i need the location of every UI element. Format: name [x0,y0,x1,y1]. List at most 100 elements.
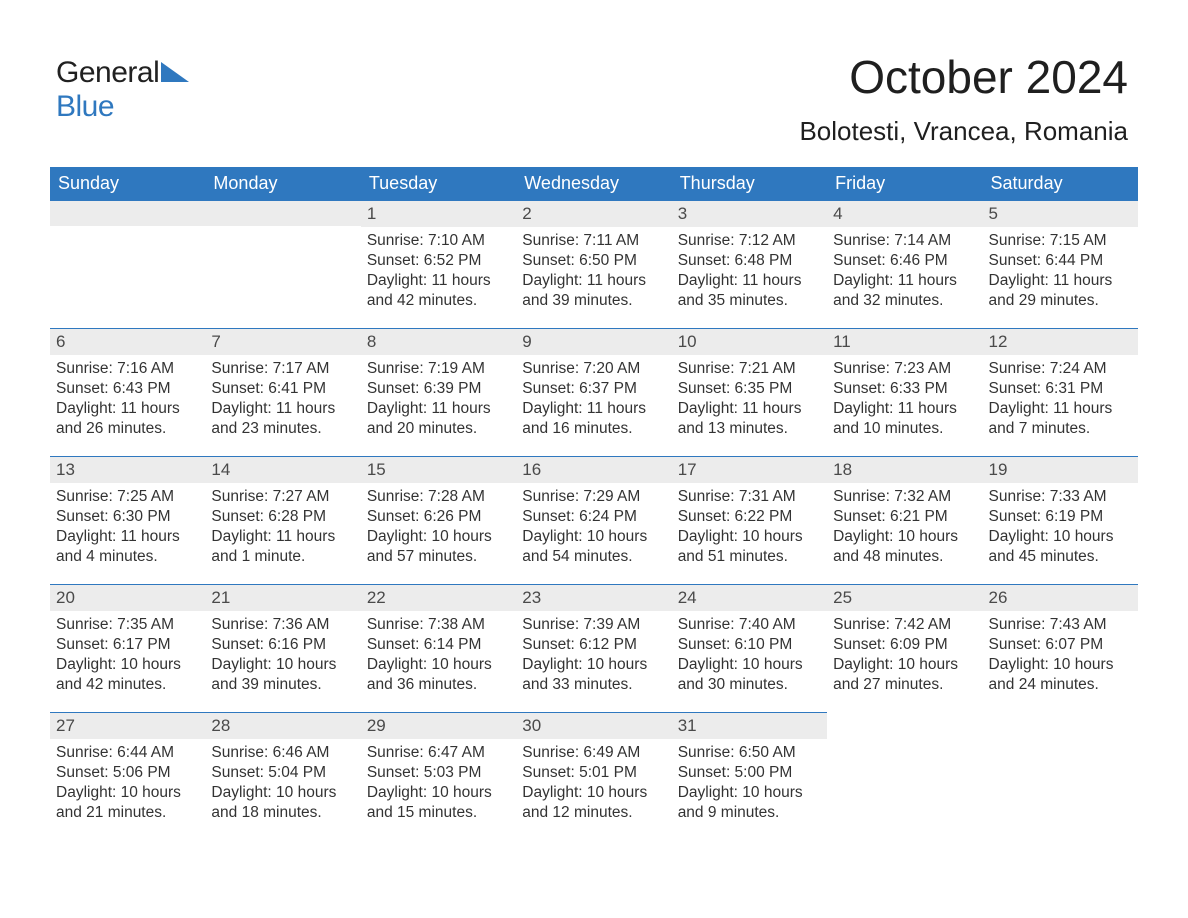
weekday-header: Monday [205,167,360,200]
daylight-text-line2: and 1 minute. [211,547,354,567]
daylight-text-line1: Daylight: 10 hours [989,655,1132,675]
day-details: Sunrise: 7:23 AMSunset: 6:33 PMDaylight:… [827,355,982,444]
sunset-text: Sunset: 6:26 PM [367,507,510,527]
daylight-text-line2: and 18 minutes. [211,803,354,823]
day-number: 2 [516,200,671,227]
sunrise-text: Sunrise: 7:25 AM [56,487,199,507]
day-details: Sunrise: 7:11 AMSunset: 6:50 PMDaylight:… [516,227,671,316]
calendar-cell: 9Sunrise: 7:20 AMSunset: 6:37 PMDaylight… [516,328,671,456]
daylight-text-line2: and 33 minutes. [522,675,665,695]
day-number: 7 [205,328,360,355]
header: General Blue October 2024 Bolotesti, Vra… [0,0,1188,157]
day-details: Sunrise: 7:21 AMSunset: 6:35 PMDaylight:… [672,355,827,444]
daylight-text-line2: and 26 minutes. [56,419,199,439]
day-number: 25 [827,584,982,611]
calendar-cell: 1Sunrise: 7:10 AMSunset: 6:52 PMDaylight… [361,200,516,328]
logo-triangle-icon [161,62,189,87]
calendar-cell: 3Sunrise: 7:12 AMSunset: 6:48 PMDaylight… [672,200,827,328]
calendar-table: Sunday Monday Tuesday Wednesday Thursday… [50,167,1138,840]
calendar-cell: 6Sunrise: 7:16 AMSunset: 6:43 PMDaylight… [50,328,205,456]
day-number: 18 [827,456,982,483]
calendar-cell: 22Sunrise: 7:38 AMSunset: 6:14 PMDayligh… [361,584,516,712]
day-number: 11 [827,328,982,355]
calendar-week-row: 6Sunrise: 7:16 AMSunset: 6:43 PMDaylight… [50,328,1138,456]
sunrise-text: Sunrise: 6:47 AM [367,743,510,763]
calendar-cell: 15Sunrise: 7:28 AMSunset: 6:26 PMDayligh… [361,456,516,584]
weekday-header: Wednesday [516,167,671,200]
month-title: October 2024 [50,50,1128,104]
day-details: Sunrise: 7:38 AMSunset: 6:14 PMDaylight:… [361,611,516,700]
day-number: 1 [361,200,516,227]
calendar-cell: 14Sunrise: 7:27 AMSunset: 6:28 PMDayligh… [205,456,360,584]
day-number-empty [983,712,1138,738]
daylight-text-line2: and 48 minutes. [833,547,976,567]
day-details: Sunrise: 7:15 AMSunset: 6:44 PMDaylight:… [983,227,1138,316]
calendar-week-row: 1Sunrise: 7:10 AMSunset: 6:52 PMDaylight… [50,200,1138,328]
daylight-text-line2: and 39 minutes. [522,291,665,311]
sunrise-text: Sunrise: 7:31 AM [678,487,821,507]
sunrise-text: Sunrise: 7:15 AM [989,231,1132,251]
day-details: Sunrise: 7:36 AMSunset: 6:16 PMDaylight:… [205,611,360,700]
daylight-text-line1: Daylight: 11 hours [678,399,821,419]
calendar-cell: 27Sunrise: 6:44 AMSunset: 5:06 PMDayligh… [50,712,205,840]
sunrise-text: Sunrise: 7:21 AM [678,359,821,379]
sunset-text: Sunset: 6:30 PM [56,507,199,527]
daylight-text-line1: Daylight: 10 hours [367,655,510,675]
day-details: Sunrise: 6:47 AMSunset: 5:03 PMDaylight:… [361,739,516,828]
sunset-text: Sunset: 6:46 PM [833,251,976,271]
weekday-header: Thursday [672,167,827,200]
sunset-text: Sunset: 6:39 PM [367,379,510,399]
daylight-text-line1: Daylight: 10 hours [522,655,665,675]
sunset-text: Sunset: 6:17 PM [56,635,199,655]
day-details: Sunrise: 7:19 AMSunset: 6:39 PMDaylight:… [361,355,516,444]
daylight-text-line2: and 54 minutes. [522,547,665,567]
sunset-text: Sunset: 5:03 PM [367,763,510,783]
day-details: Sunrise: 7:31 AMSunset: 6:22 PMDaylight:… [672,483,827,572]
sunrise-text: Sunrise: 7:24 AM [989,359,1132,379]
sunrise-text: Sunrise: 7:38 AM [367,615,510,635]
calendar-cell: 23Sunrise: 7:39 AMSunset: 6:12 PMDayligh… [516,584,671,712]
sunset-text: Sunset: 6:10 PM [678,635,821,655]
day-number: 16 [516,456,671,483]
sunset-text: Sunset: 6:31 PM [989,379,1132,399]
day-details: Sunrise: 7:43 AMSunset: 6:07 PMDaylight:… [983,611,1138,700]
day-details: Sunrise: 7:24 AMSunset: 6:31 PMDaylight:… [983,355,1138,444]
sunrise-text: Sunrise: 7:16 AM [56,359,199,379]
sunset-text: Sunset: 5:00 PM [678,763,821,783]
day-number: 14 [205,456,360,483]
day-details: Sunrise: 7:17 AMSunset: 6:41 PMDaylight:… [205,355,360,444]
sunset-text: Sunset: 6:24 PM [522,507,665,527]
sunset-text: Sunset: 5:01 PM [522,763,665,783]
location: Bolotesti, Vrancea, Romania [50,116,1128,147]
calendar-cell: 25Sunrise: 7:42 AMSunset: 6:09 PMDayligh… [827,584,982,712]
calendar-cell: 16Sunrise: 7:29 AMSunset: 6:24 PMDayligh… [516,456,671,584]
daylight-text-line2: and 42 minutes. [367,291,510,311]
sunset-text: Sunset: 6:33 PM [833,379,976,399]
sunrise-text: Sunrise: 6:44 AM [56,743,199,763]
daylight-text-line1: Daylight: 11 hours [56,527,199,547]
daylight-text-line2: and 51 minutes. [678,547,821,567]
day-number-empty [50,200,205,226]
sunrise-text: Sunrise: 7:14 AM [833,231,976,251]
daylight-text-line2: and 13 minutes. [678,419,821,439]
daylight-text-line2: and 39 minutes. [211,675,354,695]
sunset-text: Sunset: 5:06 PM [56,763,199,783]
daylight-text-line1: Daylight: 10 hours [56,655,199,675]
sunset-text: Sunset: 6:44 PM [989,251,1132,271]
calendar-cell: 26Sunrise: 7:43 AMSunset: 6:07 PMDayligh… [983,584,1138,712]
sunrise-text: Sunrise: 7:28 AM [367,487,510,507]
daylight-text-line2: and 42 minutes. [56,675,199,695]
day-number: 10 [672,328,827,355]
daylight-text-line2: and 32 minutes. [833,291,976,311]
sunset-text: Sunset: 6:19 PM [989,507,1132,527]
calendar-cell: 18Sunrise: 7:32 AMSunset: 6:21 PMDayligh… [827,456,982,584]
daylight-text-line2: and 35 minutes. [678,291,821,311]
day-details: Sunrise: 7:27 AMSunset: 6:28 PMDaylight:… [205,483,360,572]
day-details: Sunrise: 7:35 AMSunset: 6:17 PMDaylight:… [50,611,205,700]
logo-text-top: General [56,56,159,89]
sunrise-text: Sunrise: 7:27 AM [211,487,354,507]
daylight-text-line1: Daylight: 10 hours [678,655,821,675]
sunset-text: Sunset: 6:12 PM [522,635,665,655]
day-number: 4 [827,200,982,227]
daylight-text-line1: Daylight: 10 hours [833,655,976,675]
